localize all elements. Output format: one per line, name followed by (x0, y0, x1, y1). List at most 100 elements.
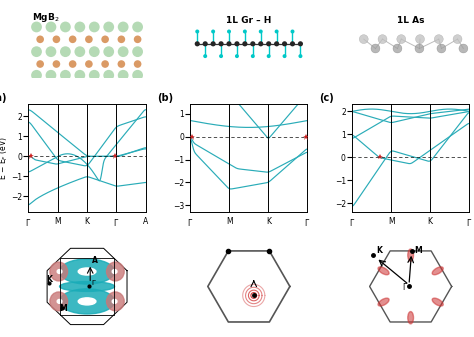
Circle shape (453, 35, 462, 43)
Circle shape (132, 70, 143, 81)
Circle shape (69, 35, 76, 43)
Circle shape (36, 35, 44, 43)
Circle shape (74, 22, 85, 32)
Circle shape (299, 54, 302, 58)
Text: K: K (46, 275, 52, 284)
Circle shape (89, 46, 100, 57)
Ellipse shape (50, 292, 68, 311)
Circle shape (60, 22, 71, 32)
Circle shape (202, 41, 208, 47)
Circle shape (359, 35, 368, 43)
Circle shape (415, 44, 424, 53)
Circle shape (69, 60, 76, 68)
Circle shape (274, 30, 279, 33)
Ellipse shape (112, 299, 117, 303)
Circle shape (36, 60, 44, 68)
Circle shape (219, 41, 224, 47)
Circle shape (243, 30, 247, 33)
Ellipse shape (60, 259, 115, 284)
Y-axis label: E − E$_F$ (eV): E − E$_F$ (eV) (0, 136, 9, 180)
Text: A: A (92, 256, 98, 265)
Circle shape (132, 46, 143, 57)
Circle shape (118, 60, 125, 68)
Circle shape (101, 35, 109, 43)
Circle shape (74, 46, 85, 57)
Ellipse shape (408, 312, 413, 324)
Circle shape (89, 70, 100, 81)
Text: (b): (b) (157, 93, 173, 103)
Circle shape (134, 60, 141, 68)
Text: M: M (59, 304, 66, 313)
Circle shape (46, 70, 56, 81)
Text: 1L Gr – H: 1L Gr – H (226, 16, 272, 25)
Circle shape (274, 41, 279, 47)
Circle shape (89, 22, 100, 32)
Circle shape (31, 70, 42, 81)
Circle shape (85, 35, 93, 43)
Circle shape (258, 41, 264, 47)
Circle shape (134, 35, 141, 43)
Circle shape (397, 35, 406, 43)
Text: K: K (376, 246, 382, 255)
Text: M: M (414, 246, 422, 255)
Ellipse shape (60, 289, 115, 314)
Circle shape (203, 54, 207, 58)
Circle shape (242, 41, 247, 47)
Circle shape (118, 22, 128, 32)
Circle shape (219, 54, 223, 58)
Circle shape (211, 30, 215, 33)
Circle shape (298, 41, 303, 47)
Circle shape (31, 22, 42, 32)
Text: $\Gamma$: $\Gamma$ (401, 281, 408, 292)
Ellipse shape (60, 281, 115, 292)
Circle shape (74, 70, 85, 81)
Ellipse shape (432, 267, 443, 275)
Circle shape (434, 35, 443, 43)
Circle shape (53, 35, 60, 43)
Text: (c): (c) (319, 93, 334, 103)
Circle shape (283, 54, 287, 58)
Ellipse shape (57, 299, 62, 303)
Circle shape (103, 46, 114, 57)
Text: $\Gamma$: $\Gamma$ (91, 278, 97, 287)
Ellipse shape (107, 262, 124, 281)
Circle shape (266, 41, 271, 47)
Circle shape (31, 46, 42, 57)
Circle shape (235, 54, 239, 58)
Ellipse shape (378, 298, 389, 306)
Text: 1L As: 1L As (397, 16, 424, 25)
Ellipse shape (107, 292, 124, 311)
Circle shape (103, 70, 114, 81)
Circle shape (282, 41, 287, 47)
Circle shape (437, 44, 446, 53)
Circle shape (290, 41, 295, 47)
Circle shape (378, 35, 387, 43)
Circle shape (53, 60, 60, 68)
Circle shape (210, 41, 216, 47)
Circle shape (250, 41, 255, 47)
Circle shape (234, 41, 239, 47)
Circle shape (195, 30, 199, 33)
Circle shape (132, 22, 143, 32)
Circle shape (416, 35, 425, 43)
Ellipse shape (50, 262, 68, 281)
Circle shape (85, 60, 93, 68)
Text: (a): (a) (0, 93, 7, 103)
Circle shape (393, 44, 402, 53)
Circle shape (459, 44, 468, 53)
Ellipse shape (408, 249, 413, 261)
Circle shape (291, 30, 294, 33)
Ellipse shape (78, 298, 96, 305)
Ellipse shape (432, 298, 443, 306)
Ellipse shape (57, 270, 62, 274)
Text: MgB$_2$: MgB$_2$ (32, 11, 60, 24)
Circle shape (103, 22, 114, 32)
Circle shape (251, 54, 255, 58)
Circle shape (371, 44, 380, 53)
Ellipse shape (378, 267, 389, 275)
Circle shape (195, 41, 200, 47)
Circle shape (227, 41, 232, 47)
Circle shape (118, 35, 125, 43)
Ellipse shape (78, 268, 96, 275)
Ellipse shape (112, 270, 117, 274)
